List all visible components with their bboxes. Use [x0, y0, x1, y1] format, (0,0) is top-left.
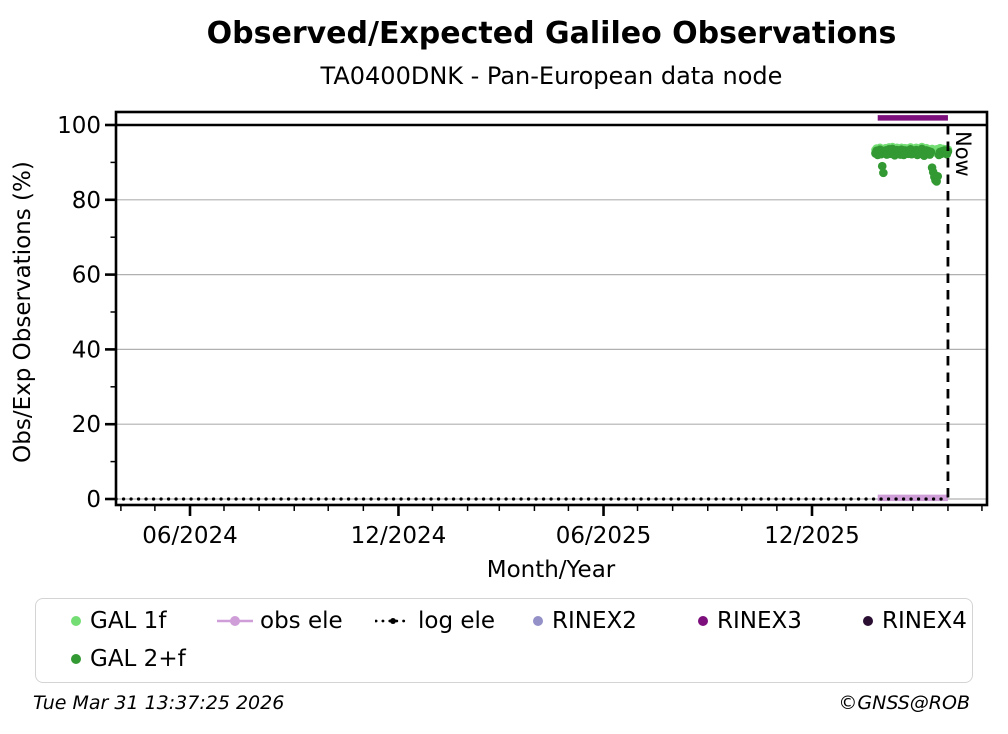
chart-title: Observed/Expected Galileo Observations: [206, 16, 897, 51]
y-tick-label: 60: [72, 263, 101, 289]
legend-item-obs-ele: obs ele: [217, 608, 343, 634]
data-series: [114, 115, 953, 502]
footer-credit: ©GNSS@ROB: [838, 692, 970, 714]
axis-ticks: 0 20 40 60 80 100 06/2024 12/2024 06/2025 12/2025: [57, 113, 983, 549]
chart-canvas: 0 20 40 60 80 100 06/2024 12/2024 06/2025 12/2025…: [10, 110, 989, 583]
legend-item-log-ele: log ele: [375, 608, 495, 634]
y-tick-label: 100: [57, 113, 101, 139]
legend-item-rinex3: RINEX3: [696, 608, 802, 634]
axes-frame: [114, 110, 989, 507]
y-tick-label: 0: [86, 487, 101, 513]
legend-marker-rinex2-icon: [533, 616, 543, 626]
y-axis-label: Obs/Exp Observations (%): [10, 161, 36, 463]
x-tick-label: 12/2024: [351, 523, 447, 549]
legend-marker-obs-ele-icon: [217, 616, 253, 626]
legend-label-gal-1f: GAL 1f: [90, 608, 167, 634]
legend-label-log-ele: log ele: [418, 608, 496, 634]
x-tick-label: 12/2025: [764, 523, 860, 549]
legend-item-gal-2-f: GAL 2+f: [69, 646, 186, 672]
y-tick-label: 80: [72, 188, 101, 214]
footer-timestamp: Tue Mar 31 13:37:25 2026: [33, 692, 285, 714]
legend-label-rinex2: RINEX2: [552, 608, 637, 634]
gridlines: [116, 199, 987, 500]
x-axis-label: Month/Year: [487, 557, 616, 583]
legend-marker-rinex3-icon: [698, 616, 708, 626]
legend-marker-log-ele-icon: [375, 618, 411, 624]
legend-label-rinex4: RINEX4: [882, 608, 967, 634]
x-tick-label: 06/2024: [142, 523, 238, 549]
legend-marker-gal-2-f-icon: [71, 654, 81, 664]
legend-label-obs-ele: obs ele: [260, 608, 343, 634]
legend-item-gal-1f: GAL 1f: [69, 608, 166, 634]
legend-label-gal-2-f: GAL 2+f: [90, 646, 186, 672]
y-tick-label: 40: [72, 337, 101, 363]
legend-label-rinex3: RINEX3: [717, 608, 802, 634]
legend: GAL 1f obs ele log ele RINEX2 RINEX3 RINEX4 GA…: [35, 598, 973, 683]
y-tick-label: 20: [72, 412, 101, 438]
legend-item-rinex2: RINEX2: [531, 608, 637, 634]
legend-item-rinex4: RINEX4: [861, 608, 967, 634]
legend-marker-rinex4-icon: [863, 616, 873, 626]
plot-frame: [114, 110, 989, 507]
series-gal-2-f: [871, 144, 953, 186]
chart-subtitle: TA0400DNK - Pan-European data node: [320, 62, 783, 90]
x-tick-label: 06/2025: [556, 523, 652, 549]
now-label: Now: [951, 131, 975, 177]
legend-marker-gal-1f-icon: [71, 616, 81, 626]
